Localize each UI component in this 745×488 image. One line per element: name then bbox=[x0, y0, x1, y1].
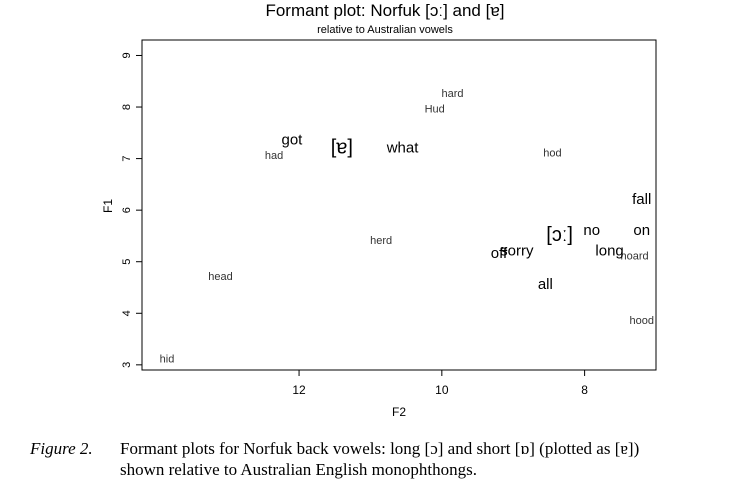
plot-frame bbox=[141, 39, 657, 371]
reference-vowel-label: Hud bbox=[425, 104, 445, 116]
y-tick-label: 8 bbox=[121, 104, 133, 110]
norfuk-word-label: off bbox=[491, 245, 508, 262]
vowel-mean-label: [ɐ] bbox=[331, 137, 353, 159]
x-axis-label: F2 bbox=[392, 405, 406, 419]
reference-vowel-label: herd bbox=[370, 235, 392, 247]
norfuk-word-label: all bbox=[538, 276, 553, 293]
x-tick-label: 10 bbox=[435, 383, 449, 397]
reference-vowel-label: hoard bbox=[621, 250, 649, 262]
reference-vowel-label: had bbox=[265, 150, 283, 162]
vowel-labels: hid hood head herd hoard had hod Hud hard all offs… bbox=[160, 88, 654, 366]
y-tick-label: 7 bbox=[121, 156, 133, 162]
reference-vowel-label: hood bbox=[629, 315, 653, 327]
x-axis: 12 10 8 bbox=[292, 370, 588, 397]
norfuk-word-label: on bbox=[633, 222, 650, 239]
reference-vowel-label: head bbox=[208, 271, 232, 283]
chart-title: Formant plot: Norfuk [ɔː] and [ɐ] bbox=[265, 1, 504, 20]
y-tick-label: 9 bbox=[121, 52, 133, 58]
norfuk-word-label: long bbox=[595, 242, 623, 259]
caption-label: Figure 2. bbox=[30, 439, 93, 458]
norfuk-word-label: what bbox=[386, 139, 420, 156]
x-tick-label: 12 bbox=[292, 383, 306, 397]
y-axis-label: F1 bbox=[101, 199, 115, 213]
figure-caption: Figure 2. Formant plots for Norfuk back v… bbox=[30, 438, 740, 480]
vowel-mean-label: [ɔː] bbox=[546, 224, 573, 246]
x-tick-label: 8 bbox=[581, 383, 588, 397]
reference-vowel-label: hid bbox=[160, 354, 175, 366]
chart-subtitle: relative to Australian vowels bbox=[317, 24, 453, 36]
reference-vowel-label: hod bbox=[543, 147, 561, 159]
y-tick-label: 4 bbox=[121, 310, 133, 316]
reference-vowel-label: hard bbox=[442, 88, 464, 100]
norfuk-word-label: fall bbox=[632, 191, 651, 208]
y-tick-label: 6 bbox=[121, 207, 133, 213]
formant-chart: Formant plot: Norfuk [ɔː] and [ɐ] relati… bbox=[101, 1, 657, 419]
caption-line-2: shown relative to Australian English mon… bbox=[120, 460, 477, 479]
norfuk-word-label: sorry bbox=[500, 242, 534, 259]
y-tick-label: 3 bbox=[121, 362, 133, 368]
caption-line-1: Formant plots for Norfuk back vowels: lo… bbox=[120, 439, 640, 458]
norfuk-word-label: got bbox=[281, 132, 303, 149]
y-axis: 3 4 5 6 7 8 9 bbox=[121, 52, 142, 368]
norfuk-word-label: no bbox=[583, 222, 600, 239]
y-tick-label: 5 bbox=[121, 259, 133, 265]
